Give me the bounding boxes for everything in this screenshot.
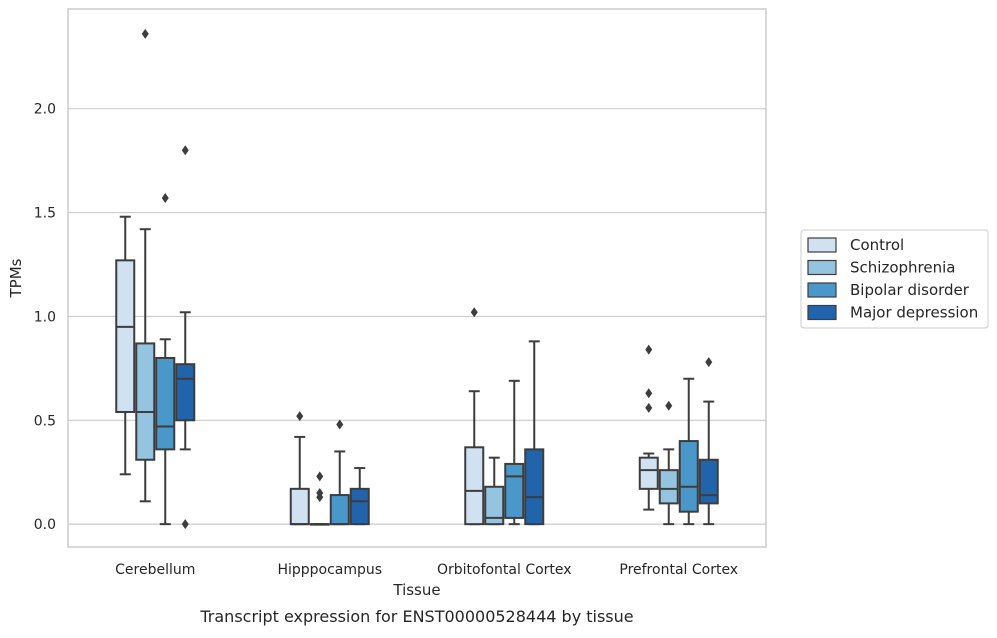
x-tick-label: Prefrontal Cortex [619, 562, 738, 578]
x-tick-label: Orbitofontal Cortex [437, 562, 572, 578]
box-body [698, 458, 719, 505]
y-tick-label: 1.0 [34, 309, 56, 325]
outlier-point [665, 400, 673, 411]
y-tick-labels: 0.0 0.5 1.0 1.5 2.0 [34, 102, 56, 533]
legend-swatch [807, 304, 837, 321]
chart-caption: Transcript expression for ENST0000052844… [199, 607, 633, 626]
box-control [115, 215, 136, 476]
box-body [329, 494, 350, 526]
box-layer [115, 28, 719, 530]
outlier-point [161, 193, 169, 204]
outlier-point [141, 28, 149, 39]
outlier-point [645, 402, 653, 413]
box-body [349, 487, 370, 526]
y-tick-label: 2.0 [34, 102, 56, 118]
box-body [678, 440, 699, 513]
outlier-point [705, 357, 713, 368]
outlier-point [316, 471, 324, 482]
outlier-point [645, 388, 653, 399]
legend-label: Control [850, 236, 904, 254]
x-axis-title: Tissue [392, 581, 440, 599]
legend: Control Schizophrenia Bipolar disorder Majo… [800, 229, 989, 329]
outlier-point [336, 419, 344, 430]
box-bipolar-disorder [155, 193, 176, 526]
box-body [289, 487, 310, 526]
outlier-point [181, 519, 189, 530]
outlier-point [316, 487, 324, 498]
box-body [484, 485, 505, 526]
box-body [464, 446, 485, 526]
legend-swatch [807, 237, 837, 253]
box-bipolar-disorder [329, 419, 350, 526]
y-tick-label: 0.5 [34, 413, 56, 429]
box-body [175, 363, 196, 422]
legend-swatch [807, 259, 837, 276]
box-body [115, 259, 136, 413]
box-schizophrenia [135, 28, 156, 503]
box-major-depression [349, 467, 370, 526]
box-major-depression [698, 357, 719, 526]
box-major-depression [524, 340, 545, 526]
outlier-point [181, 145, 189, 156]
box-control [638, 344, 659, 511]
legend-label: Schizophrenia [850, 259, 955, 277]
box-bipolar-disorder [504, 379, 525, 526]
x-tick-label: Hipppocampus [277, 562, 382, 578]
outlier-point [645, 344, 653, 355]
grid-layer [68, 108, 766, 525]
y-tick-label: 1.5 [34, 206, 56, 222]
legend-label: Major depression [850, 304, 978, 322]
box-control [464, 307, 485, 526]
x-tick-label: Cerebellum [115, 562, 195, 578]
box-body [638, 456, 659, 490]
box-schizophrenia [484, 456, 505, 526]
box-schizophrenia [309, 471, 330, 526]
box-body [155, 356, 176, 451]
box-schizophrenia [658, 400, 679, 526]
x-tick-labels: Cerebellum Hipppocampus Orbitofontal Corte… [115, 562, 738, 578]
box-body [135, 342, 156, 461]
box-major-depression [175, 145, 196, 530]
legend-frame [800, 229, 989, 329]
outlier-point [470, 307, 478, 318]
legend-swatch [807, 282, 837, 298]
box-bipolar-disorder [678, 377, 699, 526]
outlier-point [296, 411, 304, 422]
box-body [504, 462, 525, 519]
plot-frame [67, 8, 767, 548]
box-body [524, 448, 545, 526]
box-body [658, 469, 679, 505]
legend-label: Bipolar disorder [850, 281, 970, 299]
y-tick-label: 0.0 [34, 517, 56, 533]
box-control [289, 411, 310, 526]
y-axis-title: TPMs [7, 258, 25, 298]
legend-items: Control Schizophrenia Bipolar disorder Majo… [807, 236, 978, 322]
